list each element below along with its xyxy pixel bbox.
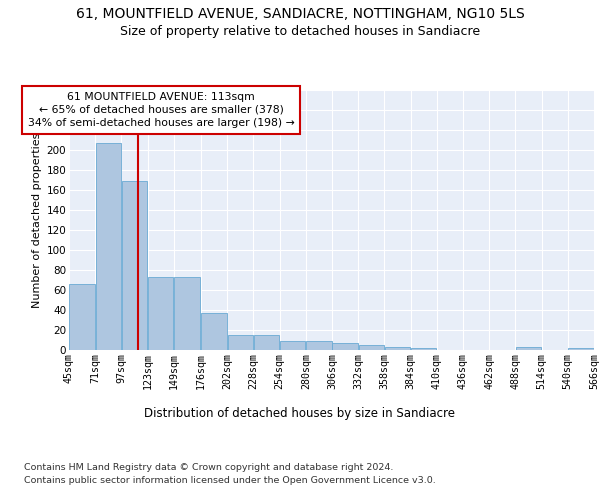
Bar (385, 347, 410, 350)
Bar (95, 143, 121, 350)
Text: Contains HM Land Registry data © Crown copyright and database right 2024.: Contains HM Land Registry data © Crown c… (24, 462, 394, 471)
Bar (411, 348, 436, 350)
Bar (202, 313, 227, 350)
Bar (306, 341, 332, 350)
Bar (148, 277, 173, 350)
Bar (122, 181, 147, 350)
Bar (280, 341, 305, 350)
Bar (359, 345, 384, 350)
Bar (174, 277, 200, 350)
Y-axis label: Number of detached properties: Number of detached properties (32, 132, 43, 308)
Bar (254, 335, 279, 350)
Text: 61 MOUNTFIELD AVENUE: 113sqm
← 65% of detached houses are smaller (378)
34% of s: 61 MOUNTFIELD AVENUE: 113sqm ← 65% of de… (28, 92, 295, 128)
Bar (70, 284, 95, 350)
Bar (516, 347, 541, 350)
Bar (568, 348, 593, 350)
Text: Distribution of detached houses by size in Sandiacre: Distribution of detached houses by size … (145, 408, 455, 420)
Text: Size of property relative to detached houses in Sandiacre: Size of property relative to detached ho… (120, 25, 480, 38)
Bar (227, 335, 253, 350)
Text: 61, MOUNTFIELD AVENUE, SANDIACRE, NOTTINGHAM, NG10 5LS: 61, MOUNTFIELD AVENUE, SANDIACRE, NOTTIN… (76, 8, 524, 22)
Text: Contains public sector information licensed under the Open Government Licence v3: Contains public sector information licen… (24, 476, 436, 485)
Bar (332, 343, 358, 350)
